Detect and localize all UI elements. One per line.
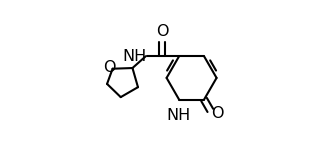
Text: O: O [103, 60, 115, 75]
Text: NH: NH [122, 49, 147, 64]
Text: NH: NH [166, 108, 191, 123]
Text: O: O [211, 106, 224, 121]
Text: O: O [156, 24, 168, 39]
